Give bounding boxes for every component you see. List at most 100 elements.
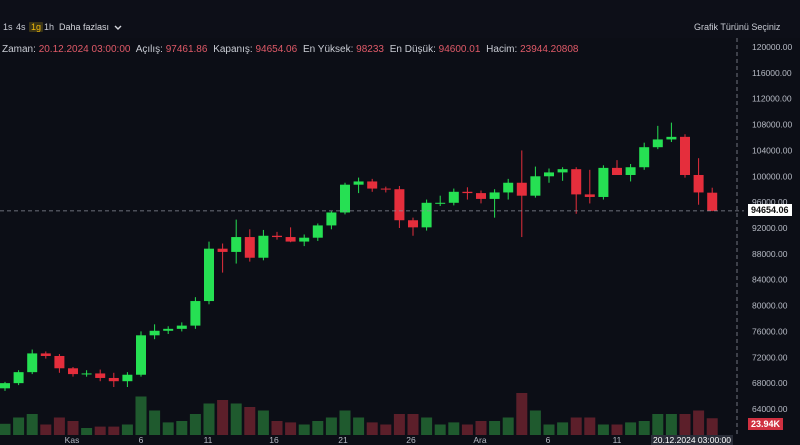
chevron-down-icon [114, 25, 122, 30]
candle [598, 165, 609, 200]
candle-body [13, 372, 24, 384]
candle-body [557, 169, 568, 173]
candle-body [231, 237, 242, 252]
candle [666, 122, 677, 143]
volume-tag: 23.94K [748, 418, 784, 430]
more-timeframes-dropdown[interactable]: Daha fazlası [59, 22, 122, 32]
volume-bar [529, 410, 541, 435]
candle-body [40, 353, 51, 356]
time-tick-label: 11 [204, 435, 213, 445]
volume-bar [489, 421, 501, 435]
volume-bar [67, 421, 79, 435]
price-axis[interactable]: 120000.00 116000.00 112000.00 108000.00 1040… [752, 42, 792, 414]
candle-body [598, 167, 609, 197]
volume-bar [81, 428, 93, 435]
candle-body [639, 147, 650, 168]
volume-bar [230, 403, 242, 435]
candle [163, 326, 174, 335]
candle [489, 189, 500, 218]
candle-body [285, 237, 296, 242]
price-tick-label: 88000.00 [752, 249, 788, 259]
candle-body [108, 377, 119, 382]
current-price-tag: 94654.06 [748, 203, 792, 216]
candle-body [190, 301, 201, 326]
candle [462, 187, 473, 200]
candle-body [244, 237, 255, 258]
candle [0, 381, 10, 391]
candle-body [95, 373, 106, 378]
volume-bars [0, 393, 718, 435]
volume-bar [176, 421, 188, 435]
volume-value: 23944.20808 [520, 44, 579, 55]
volume-bar [40, 424, 52, 435]
candle [353, 177, 364, 194]
timeframe-1g-button[interactable]: 1g [29, 22, 44, 32]
candle-body [326, 212, 337, 226]
volume-bar [611, 424, 623, 435]
volume-bar [475, 421, 487, 435]
candle-body [612, 167, 622, 175]
volume-bar [189, 414, 201, 435]
volume-bar [298, 424, 310, 435]
volume-bar [0, 423, 11, 435]
ohlc-legend: Zaman: 20.12.2024 03:00:00 Açılış: 97461… [2, 44, 581, 55]
price-tick-label: 76000.00 [752, 326, 788, 336]
volume-bar [53, 417, 65, 435]
candle-body [258, 235, 269, 258]
candle-body [217, 248, 228, 252]
timeframe-1h-button[interactable]: 1h [44, 22, 55, 32]
candle [516, 150, 527, 238]
volume-bar [570, 417, 582, 435]
candle-body [394, 189, 405, 221]
candle [272, 231, 282, 240]
volume-bar [380, 424, 392, 435]
volume-bar [203, 403, 215, 435]
close-label: Kapanış: [213, 44, 253, 55]
candle [476, 190, 486, 204]
candle [217, 243, 228, 273]
high-label: En Yüksek: [302, 44, 354, 55]
high-value: 98233 [356, 44, 384, 55]
candlestick-chart[interactable]: 120000.00 116000.00 112000.00 108000.00 1040… [0, 38, 800, 445]
candle [54, 354, 65, 373]
crosshair-date-tag: 20.12.2024 03:00:00 [651, 435, 733, 445]
candle-body [680, 136, 690, 175]
toolbar: 1s 4s 1g 1h Daha fazlası Grafik Türünü S… [0, 0, 800, 38]
timeframe-4s-button[interactable]: 4s [16, 22, 26, 32]
price-tick-label: 104000.00 [752, 145, 792, 155]
time-value: 20.12.2024 03:00:00 [38, 44, 131, 55]
candle [176, 322, 187, 332]
volume-bar [162, 422, 174, 435]
candle-body [299, 237, 310, 242]
volume-bar [665, 414, 677, 435]
timeframe-1s-button[interactable]: 1s [3, 22, 13, 32]
more-timeframes-label: Daha fazlası [59, 22, 110, 32]
candle-body [149, 330, 160, 336]
candle-body [503, 182, 514, 193]
candle [40, 351, 51, 359]
candle-body [163, 328, 174, 331]
low-value: 94600.01 [438, 44, 481, 55]
close-value: 94654.06 [255, 44, 298, 55]
chart-type-selector[interactable]: Grafik Türünü Seçiniz [694, 22, 781, 32]
time-tick-label: 21 [338, 435, 348, 445]
candle [612, 160, 622, 175]
price-tick-label: 68000.00 [752, 378, 788, 388]
candle-body [448, 191, 459, 203]
volume-bar [108, 426, 120, 435]
candle-body [625, 167, 636, 175]
candle [149, 324, 160, 340]
volume-bar [26, 414, 38, 435]
candle-body [693, 174, 704, 193]
candle-body [0, 383, 10, 389]
volume-bar [693, 410, 705, 435]
candle-body [707, 192, 718, 211]
candle [326, 211, 337, 230]
time-axis[interactable]: Kas 6 11 16 21 26 Ara 6 11 [65, 435, 622, 445]
candle-body [408, 220, 418, 228]
candle-body [489, 192, 500, 199]
volume-bar [217, 400, 229, 435]
candle-body [571, 169, 582, 195]
candle-body [81, 373, 92, 375]
candle [27, 349, 38, 375]
